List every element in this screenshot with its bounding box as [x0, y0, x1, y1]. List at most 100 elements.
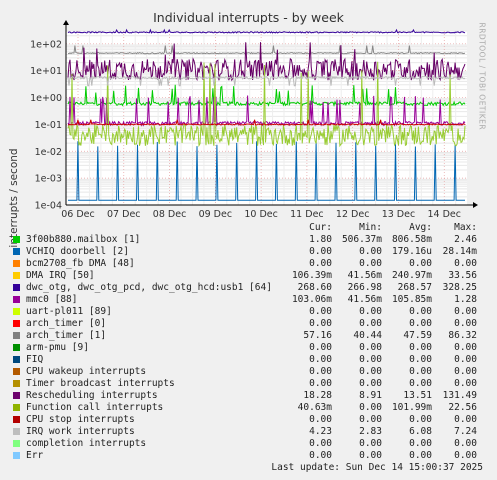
legend-max: 0.00 [454, 342, 477, 353]
legend-min: 41.56m [347, 270, 382, 281]
legend-max: 33.56 [448, 270, 477, 281]
legend-avg: 0.00 [409, 258, 432, 269]
legend-header-cur: Cur: [309, 222, 332, 233]
series-line-mmc0-88 [67, 95, 466, 127]
legend-name: mmc0 [88] [26, 294, 78, 305]
legend-cur: 0.00 [309, 366, 332, 377]
y-tick-label: 1e-03 [35, 174, 62, 185]
legend-max: 0.00 [454, 366, 477, 377]
legend-min: 0.00 [359, 354, 382, 365]
legend-header-max: Max: [454, 222, 477, 233]
legend-max: 0.00 [454, 414, 477, 425]
series-line-cpu-stop-interrupts [68, 119, 466, 126]
legend-row: Timer broadcast interrupts 0.00 0.00 0.00 0.… [0, 378, 497, 390]
legend-swatch [13, 248, 20, 255]
legend-max: 131.49 [442, 390, 477, 401]
legend-cur: 0.00 [309, 378, 332, 389]
legend-name: Function call interrupts [26, 402, 164, 413]
legend-avg: 0.00 [409, 306, 432, 317]
y-axis-arrow [63, 20, 69, 25]
legend-row: Function call interrupts 40.63m 0.00 101.99… [0, 402, 497, 414]
legend-max: 86.32 [448, 330, 477, 341]
y-tick-label: 1e-01 [35, 120, 62, 131]
legend-row: bcm2708_fb DMA [48] 0.00 0.00 0.00 0.00 [0, 258, 497, 270]
legend-min: 0.00 [359, 414, 382, 425]
y-tick-label: 1e+00 [30, 93, 62, 104]
legend-row: arch_timer [0] 0.00 0.00 0.00 0.00 [0, 318, 497, 330]
legend-cur: 0.00 [309, 414, 332, 425]
legend-row: FIQ 0.00 0.00 0.00 0.00 [0, 354, 497, 366]
legend-swatch [13, 236, 20, 243]
legend-cur: 40.63m [297, 402, 332, 413]
y-tick-label: 1e-04 [35, 201, 62, 212]
legend-cur: 4.23 [309, 426, 332, 437]
legend-avg: 806.58m [391, 234, 432, 245]
legend-avg: 179.16u [391, 246, 432, 257]
series-line-arch-timer-1 [67, 45, 466, 55]
legend-row: completion interrupts 0.00 0.00 0.00 0.00 [0, 438, 497, 450]
legend-header: Cur: Min: Avg: Max: [0, 222, 497, 234]
series-line-3f00b880-mailbox-1 [67, 84, 466, 107]
legend-swatch [13, 368, 20, 375]
legend-name: Timer broadcast interrupts [26, 378, 175, 389]
legend-min: 0.00 [359, 258, 382, 269]
legend-cur: 0.00 [309, 258, 332, 269]
legend-max: 0.00 [454, 438, 477, 449]
legend-swatch [13, 344, 20, 351]
legend-swatch [13, 452, 20, 459]
legend-name: CPU wakeup interrupts [26, 366, 147, 377]
plot-area [66, 31, 467, 205]
legend-header-avg: Avg: [409, 222, 432, 233]
legend-max: 0.00 [454, 378, 477, 389]
x-tick-label: 08 Dec [153, 209, 187, 220]
x-tick-label: 13 Dec [382, 209, 416, 220]
legend-swatch [13, 272, 20, 279]
legend-max: 328.25 [442, 282, 477, 293]
plot-svg: 1e-04 1e-03 1e-02 1e-01 1e+00 1e+01 1e+02 06 De… [30, 20, 478, 220]
legend-avg: 47.59 [403, 330, 432, 341]
legend-min: 0.00 [359, 438, 382, 449]
legend-row: CPU stop interrupts 0.00 0.00 0.00 0.00 [0, 414, 497, 426]
x-tick-label: 07 Dec [107, 209, 141, 220]
legend-row: arm-pmu [9] 0.00 0.00 0.00 0.00 [0, 342, 497, 354]
legend-row: arch_timer [1] 57.16 40.44 47.59 86.32 [0, 330, 497, 342]
legend-cur: 0.00 [309, 246, 332, 257]
legend-avg: 6.08 [409, 426, 432, 437]
legend-swatch [13, 320, 20, 327]
series-line-irq-work-interrupts [67, 75, 466, 87]
legend-row: VCHIQ doorbell [2] 0.00 0.00 179.16u 28.14m [0, 246, 497, 258]
legend-name: dwc_otg, dwc_otg_pcd, dwc_otg_hcd:usb1 [… [26, 282, 272, 293]
legend-avg: 0.00 [409, 318, 432, 329]
legend-row: dwc_otg, dwc_otg_pcd, dwc_otg_hcd:usb1 [… [0, 282, 497, 294]
series-line-dwc-otg-dwc-otg-pcd-dwc-otg-hcd-usb1-64 [67, 28, 466, 34]
legend-swatch [13, 284, 20, 291]
legend-row: uart-pl011 [89] 0.00 0.00 0.00 0.00 [0, 306, 497, 318]
series-line-function-call-interrupts [67, 61, 466, 148]
legend-min: 0.00 [359, 318, 382, 329]
legend-swatch [13, 416, 20, 423]
legend-avg: 0.00 [409, 342, 432, 353]
legend-name: completion interrupts [26, 438, 147, 449]
legend-swatch [13, 392, 20, 399]
legend-row: CPU wakeup interrupts 0.00 0.00 0.00 0.00 [0, 366, 497, 378]
legend-cur: 0.00 [309, 306, 332, 317]
legend-name: IRQ work interrupts [26, 426, 135, 437]
legend-swatch [13, 296, 20, 303]
legend-max: 1.28 [454, 294, 477, 305]
legend-swatch [13, 356, 20, 363]
legend-swatch [13, 380, 20, 387]
legend-min: 0.00 [359, 366, 382, 377]
legend-name: 3f00b880.mailbox [1] [26, 234, 141, 245]
legend-max: 0.00 [454, 258, 477, 269]
legend-min: 0.00 [359, 378, 382, 389]
legend-avg: 268.57 [397, 282, 432, 293]
x-tick-label: 11 Dec [290, 209, 324, 220]
legend-min: 40.44 [353, 330, 382, 341]
y-tick-label: 1e+02 [30, 39, 62, 50]
legend-name: arch_timer [1] [26, 330, 107, 341]
legend-min: 0.00 [359, 342, 382, 353]
legend-cur: 0.00 [309, 318, 332, 329]
chart-title: Individual interrupts - by week [153, 10, 344, 25]
legend-row: IRQ work interrupts 4.23 2.83 6.08 7.24 [0, 426, 497, 438]
